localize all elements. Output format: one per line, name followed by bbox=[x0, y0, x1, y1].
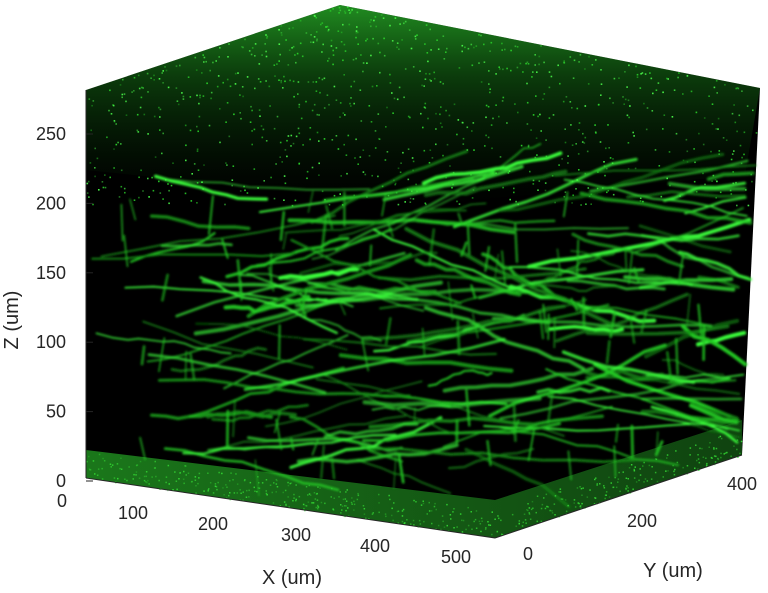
x-tick-label: 300 bbox=[281, 525, 311, 545]
x-tick-label: 100 bbox=[118, 503, 148, 523]
z-axis: 0 50 100 150 200 250 Z (um) bbox=[1, 90, 93, 491]
top-haze bbox=[86, 5, 760, 205]
y-tick-label: 200 bbox=[627, 511, 657, 531]
z-tick-label: 200 bbox=[36, 193, 66, 213]
floor-glow bbox=[86, 420, 742, 538]
x-tick-label: 400 bbox=[360, 536, 390, 556]
y-axis-label: Y (um) bbox=[643, 560, 703, 582]
z-tick-label: 250 bbox=[36, 124, 66, 144]
z-tick-label: 50 bbox=[46, 402, 66, 422]
z-tick-label: 150 bbox=[36, 263, 66, 283]
x-axis: 0 100 200 300 400 500 X (um) bbox=[57, 477, 496, 589]
x-tick-label: 200 bbox=[198, 514, 228, 534]
z-axis-label: Z (um) bbox=[1, 291, 23, 350]
y-tick-label: 400 bbox=[727, 474, 757, 494]
y-tick-label: 0 bbox=[523, 544, 533, 564]
vessel-network bbox=[91, 142, 757, 509]
x-tick-label: 500 bbox=[441, 547, 471, 567]
y-axis: 0 200 400 Y (um) bbox=[494, 454, 757, 582]
z-tick-label: 0 bbox=[56, 471, 66, 491]
x-tick-label: 0 bbox=[57, 491, 67, 511]
x-axis-label: X (um) bbox=[262, 567, 322, 589]
z-tick-label: 100 bbox=[36, 332, 66, 352]
